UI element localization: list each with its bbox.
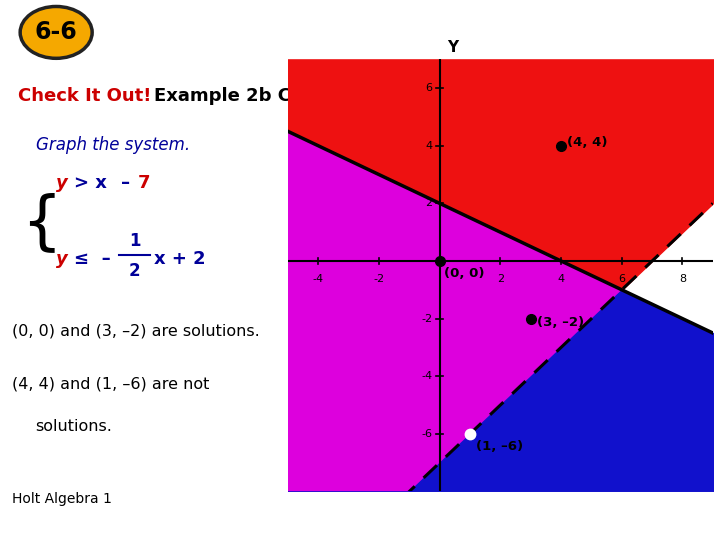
Text: -4: -4 xyxy=(312,274,324,284)
Text: ≤  –: ≤ – xyxy=(74,249,111,268)
Text: (3, –2): (3, –2) xyxy=(537,316,584,329)
Text: Example 2b Continued: Example 2b Continued xyxy=(154,87,382,105)
Text: –: – xyxy=(121,174,130,192)
Text: > x: > x xyxy=(74,174,107,192)
Text: y: y xyxy=(56,249,68,268)
Text: (0, 0): (0, 0) xyxy=(444,267,485,280)
Text: Solving Systems of Linear Inequalities: Solving Systems of Linear Inequalities xyxy=(112,22,563,43)
Text: -2: -2 xyxy=(421,314,432,323)
Text: {: { xyxy=(21,192,62,254)
Text: 1: 1 xyxy=(129,232,140,250)
Text: (1, –6): (1, –6) xyxy=(476,440,523,453)
Text: x + 2: x + 2 xyxy=(154,249,206,268)
Text: Graph the system.: Graph the system. xyxy=(36,136,190,154)
Ellipse shape xyxy=(20,6,92,58)
Text: solutions.: solutions. xyxy=(35,419,112,434)
Text: 8: 8 xyxy=(679,274,686,284)
Text: Y: Y xyxy=(447,40,459,55)
Text: y: y xyxy=(56,174,68,192)
Text: (4, 4) and (1, –6) are not: (4, 4) and (1, –6) are not xyxy=(12,377,210,392)
Text: 4: 4 xyxy=(425,141,432,151)
Text: 6: 6 xyxy=(618,274,625,284)
Text: 4: 4 xyxy=(557,274,564,284)
Text: (4, 4): (4, 4) xyxy=(567,137,608,150)
Text: 6: 6 xyxy=(425,83,432,93)
Text: 2: 2 xyxy=(129,261,140,280)
Text: Check It Out!: Check It Out! xyxy=(18,87,151,105)
Text: -4: -4 xyxy=(421,371,432,381)
Text: Copyright © by Holt, Rinehart and Winston.  All Rights Reserved.: Copyright © by Holt, Rinehart and Winsto… xyxy=(201,520,519,530)
Text: -2: -2 xyxy=(374,274,384,284)
Text: -6: -6 xyxy=(421,429,432,439)
Text: Holt Algebra 1: Holt Algebra 1 xyxy=(12,492,112,506)
Text: 2: 2 xyxy=(497,274,504,284)
Text: 7: 7 xyxy=(138,174,150,192)
Text: 2: 2 xyxy=(425,198,432,208)
Text: (0, 0) and (3, –2) are solutions.: (0, 0) and (3, –2) are solutions. xyxy=(12,323,260,338)
Text: 6-6: 6-6 xyxy=(35,21,78,44)
